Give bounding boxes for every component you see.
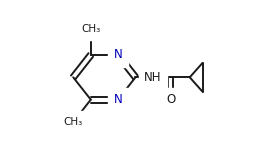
Text: NH: NH (144, 71, 161, 84)
Text: CH₃: CH₃ (81, 24, 100, 34)
Text: CH₃: CH₃ (63, 117, 83, 127)
Text: O: O (165, 93, 174, 106)
Text: N: N (113, 48, 122, 62)
Text: N: N (113, 93, 122, 106)
